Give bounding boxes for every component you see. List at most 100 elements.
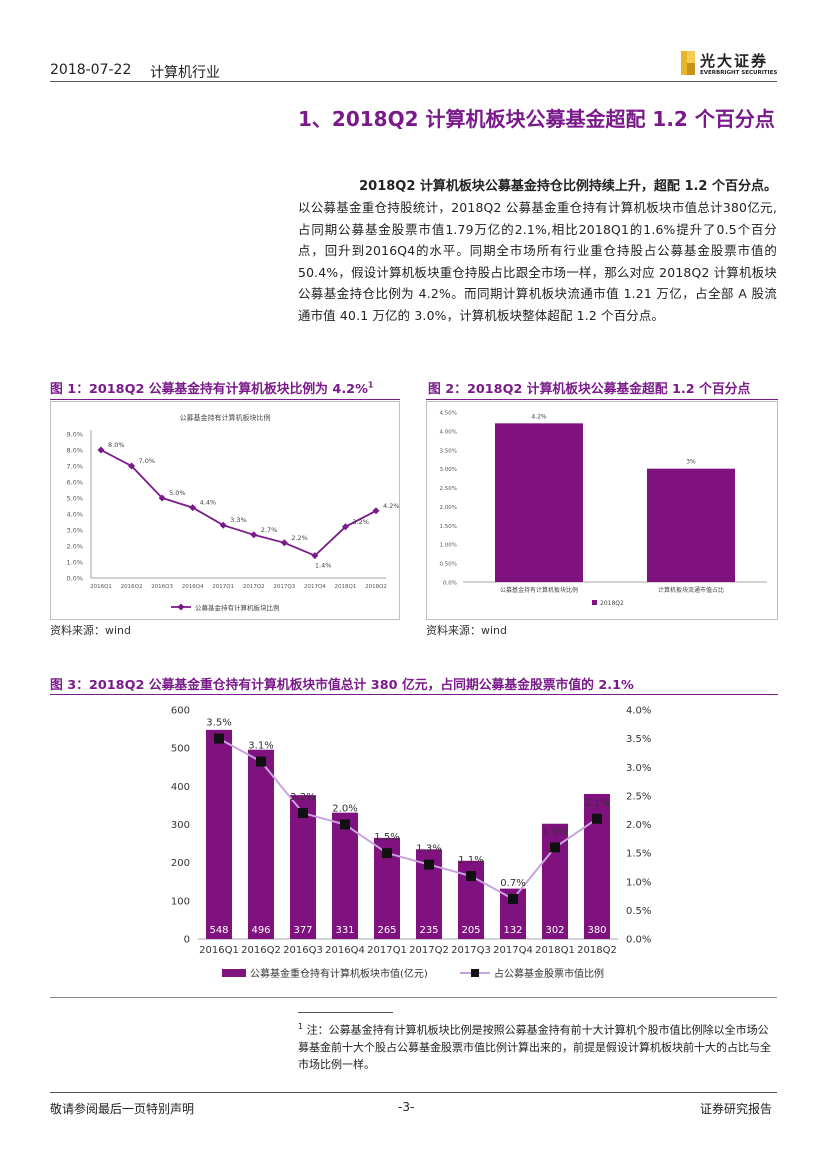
chart1-ytick: 8.0% — [66, 447, 83, 455]
chart2-ytick: 3.00% — [440, 467, 457, 473]
figure2-caption: 图 2：2018Q2 计算机板块公募基金超配 1.2 个百分点 — [428, 382, 751, 397]
chart2-bar — [495, 423, 583, 582]
chart2-ytick: 4.00% — [440, 429, 457, 435]
chart3-point — [508, 893, 518, 904]
chart2-xtick: 计算机板块流通市值占比 — [658, 586, 724, 594]
chart1-ytick: 4.0% — [66, 511, 83, 519]
chart3-point — [466, 871, 476, 882]
chart1-data-label: 4.4% — [200, 499, 217, 507]
chart1-ytick: 3.0% — [66, 527, 83, 535]
chart3-bar-label: 205 — [461, 925, 480, 936]
chart3-point — [256, 756, 266, 767]
chart3-ytick-right: 1.5% — [626, 849, 651, 860]
chart2-ytick: 1.00% — [440, 543, 457, 549]
chart2-ytick: 3.50% — [440, 448, 457, 454]
figure3-caption: 图 3：2018Q2 公募基金重仓持有计算机板块市值总计 380 亿元，占同期公… — [50, 678, 634, 693]
brand-logo-icon — [681, 51, 695, 75]
footer-rule — [50, 1092, 777, 1093]
chart1-xtick: 2016Q3 — [151, 584, 173, 590]
chart3-ytick-left: 200 — [171, 858, 190, 869]
chart1-xtick: 2018Q1 — [335, 584, 357, 590]
chart1-ytick: 0.0% — [66, 575, 83, 583]
chart3-legend-label-line: 占公募基金股票市值比例 — [494, 967, 604, 980]
header-date: 2018-07-22 — [50, 62, 132, 78]
chart1-ytick: 1.0% — [66, 559, 83, 567]
chart1-point — [189, 504, 197, 512]
chart1-xtick: 2017Q1 — [212, 584, 234, 590]
figure3-svg: 0 100 200 300 400 500 600 0.0% 0.5% 1.0% 1.5% 2.0% 2… — [171, 706, 652, 981]
footer-disclaimer: 敬请参阅最后一页特别声明 — [50, 1102, 195, 1116]
chart2-legend-swatch — [592, 600, 597, 605]
chart2-ytick: 0.50% — [440, 562, 457, 568]
chart1-title: 公募基金持有计算机板块比例 — [180, 413, 271, 422]
chart3-ytick-left: 300 — [171, 820, 190, 831]
chart2-legend-label: 2018Q2 — [600, 600, 624, 607]
chart1-xtick: 2016Q2 — [121, 584, 143, 590]
chart3-bar — [332, 812, 358, 939]
chart3-bar-label: 265 — [377, 925, 396, 936]
chart3-line-label: 2.1% — [584, 798, 609, 809]
figure3-chart: 0 100 200 300 400 500 600 0.0% 0.5% 1.0% 1.5% 2.0% 2… — [50, 696, 778, 992]
footnote: 1 注：公募基金持有计算机板块比例是按照公募基金持有前十大计算机个股市值比例除以… — [298, 1022, 771, 1071]
chart1-point — [128, 462, 136, 470]
chart3-xtick: 2017Q3 — [451, 945, 491, 956]
chart1-ytick: 5.0% — [66, 495, 83, 503]
chart1-data-label: 2.7% — [261, 526, 278, 534]
figure1-source: 资料来源：wind — [50, 624, 132, 637]
chart3-xtick: 2017Q4 — [493, 945, 533, 956]
chart1-data-label: 5.0% — [169, 489, 186, 497]
chart3-xtick: 2017Q2 — [409, 945, 449, 956]
chart3-ytick-right: 2.5% — [626, 791, 651, 802]
chart3-line-label: 0.7% — [500, 878, 525, 889]
figure3-bottom-rule — [50, 997, 777, 998]
chart3-bar-label: 380 — [587, 925, 606, 936]
chart1-data-label: 4.2% — [383, 502, 399, 510]
chart3-ytick-right: 0.0% — [626, 935, 651, 946]
chart2-data-label: 4.2% — [531, 413, 547, 420]
chart1-point — [250, 531, 258, 539]
chart1-point — [219, 521, 227, 529]
chart3-line-label: 1.5% — [374, 832, 399, 843]
chart1-ytick: 7.0% — [66, 463, 83, 471]
footer-report-type: 证券研究报告 — [700, 1102, 773, 1116]
chart1-legend-marker — [177, 603, 185, 611]
header-rule — [50, 81, 777, 82]
chart3-bar — [206, 729, 232, 939]
chart1-data-label: 3.3% — [230, 516, 247, 524]
chart3-point — [424, 859, 434, 870]
chart1-ytick: 2.0% — [66, 543, 83, 551]
figure3-rule — [50, 694, 778, 695]
chart1-point — [311, 552, 319, 560]
chart1-ytick: 9.0% — [66, 431, 83, 439]
chart3-ytick-right: 3.5% — [626, 734, 651, 745]
chart3-legend-marker — [471, 969, 479, 977]
chart2-ytick: 2.00% — [440, 505, 457, 511]
chart1-data-label: 3.2% — [352, 518, 369, 526]
chart3-xtick: 2016Q1 — [199, 945, 239, 956]
chart3-ytick-right: 2.0% — [626, 820, 651, 831]
chart2-ytick: 2.50% — [440, 486, 457, 492]
chart1-data-label: 8.0% — [108, 441, 125, 449]
chart3-ytick-left: 0 — [184, 935, 190, 946]
chart3-line-label: 1.1% — [458, 855, 483, 866]
chart1-xtick: 2016Q1 — [90, 584, 112, 590]
chart3-point — [298, 808, 308, 819]
chart3-xtick: 2018Q2 — [577, 945, 617, 956]
figure1-rule — [50, 399, 400, 400]
chart1-xtick: 2018Q2 — [365, 584, 387, 590]
chart1-point — [341, 523, 349, 531]
chart3-point — [340, 819, 350, 830]
chart1-point — [97, 446, 105, 454]
chart1-point — [280, 539, 288, 547]
chart3-bar-label: 496 — [251, 925, 270, 936]
chart2-bar — [647, 468, 735, 582]
chart3-bar-label: 377 — [293, 925, 312, 936]
header-industry: 计算机行业 — [150, 65, 220, 81]
chart3-ytick-right: 3.0% — [626, 763, 651, 774]
chart3-point — [550, 842, 560, 853]
chart3-line-label: 2.0% — [332, 804, 357, 815]
figure2-svg: 0.0% 0.50% 1.00% 1.50% 2.00% 2.50% 3.00% 3.50% 4… — [440, 411, 767, 607]
chart2-ytick: 4.50% — [440, 411, 457, 417]
figure2-source: 资料来源：wind — [426, 624, 508, 637]
section-title: 1、2018Q2 计算机板块公募基金超配 1.2 个百分点 — [298, 107, 775, 131]
